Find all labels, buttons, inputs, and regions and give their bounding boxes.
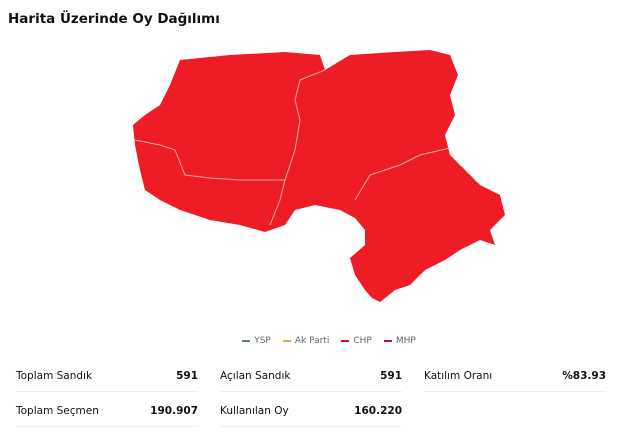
legend-item-chp[interactable]: CHP (341, 336, 372, 346)
legend-item-ysp[interactable]: YSP (242, 336, 271, 346)
stat-acilan-sandik: Açılan Sandık 591 (220, 361, 402, 392)
legend: YSP Ak Parti CHP MHP (0, 336, 640, 346)
page-title: Harita Üzerinde Oy Dağılımı (8, 11, 220, 27)
stat-toplam-sandik: Toplam Sandık 591 (16, 361, 198, 392)
map-region[interactable] (133, 50, 505, 302)
stat-kullanilan-oy: Kullanılan Oy 160.220 (220, 396, 402, 427)
stat-katilim-orani: Katılım Oranı %83.93 (424, 361, 606, 392)
legend-item-akparti[interactable]: Ak Parti (282, 336, 329, 346)
district-map (133, 50, 505, 302)
region-borders (134, 69, 451, 226)
legend-item-mhp[interactable]: MHP (383, 336, 416, 346)
stat-toplam-secmen: Toplam Seçmen 190.907 (16, 396, 198, 427)
